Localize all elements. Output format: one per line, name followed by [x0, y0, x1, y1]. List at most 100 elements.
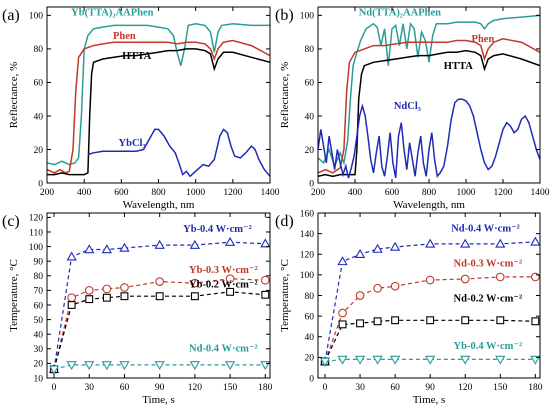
data-point	[495, 272, 505, 282]
y-tick-label: 60	[34, 79, 44, 89]
data-point	[260, 238, 270, 248]
data-point	[426, 316, 435, 325]
data-point	[66, 361, 77, 371]
data-point	[120, 283, 129, 292]
x-axis-title: Time, s	[413, 394, 446, 406]
panel-label: (c)	[2, 213, 20, 230]
plot-area	[318, 14, 540, 179]
series-line-2	[47, 39, 270, 174]
y-axis-title: Reflectance, %	[279, 62, 291, 129]
y-tick-label: 20	[305, 354, 315, 364]
data-point	[373, 283, 382, 293]
data-point	[154, 361, 165, 371]
data-point	[337, 256, 348, 266]
data-point	[338, 320, 347, 329]
y-tick-label: 0	[38, 179, 43, 189]
x-tick-label: 1000	[457, 188, 476, 198]
data-point	[356, 319, 365, 328]
x-tick-label: 30	[85, 383, 95, 393]
data-point	[355, 291, 365, 300]
x-tick-label: 800	[422, 188, 437, 198]
data-point	[389, 241, 401, 251]
series-label-2: Phen	[472, 34, 495, 45]
data-point	[84, 244, 95, 254]
data-point	[119, 361, 130, 371]
data-point	[225, 274, 235, 284]
data-point	[119, 242, 130, 252]
y-tick-label: 80	[34, 45, 44, 55]
series-label-3: Yb-0.2 W·cm⁻²	[189, 279, 258, 290]
x-tick-label: 180	[528, 383, 543, 393]
y-tick-label: 120	[29, 214, 44, 224]
x-tick-label: 400	[348, 188, 363, 198]
y-tick-label: 90	[34, 257, 44, 267]
data-point	[373, 317, 382, 326]
data-point	[155, 277, 165, 286]
x-tick-label: 0	[52, 383, 57, 393]
data-point	[189, 239, 201, 249]
plot-frame	[46, 212, 271, 379]
data-point	[224, 361, 236, 371]
data-point	[260, 361, 270, 371]
data-point	[530, 355, 540, 365]
y-axis-title: Temperature, °C	[279, 259, 291, 332]
x-tick-label: 800	[151, 188, 166, 198]
y-tick-label: 60	[34, 301, 44, 311]
data-point	[372, 243, 383, 253]
data-point	[102, 284, 112, 294]
data-point	[224, 236, 236, 246]
data-point	[48, 365, 60, 375]
data-point	[495, 238, 506, 248]
data-point	[85, 295, 94, 304]
data-point	[425, 355, 436, 365]
data-point	[189, 361, 201, 371]
data-point	[120, 292, 129, 301]
y-tick-label: 60	[305, 312, 315, 322]
x-tick-label: 1200	[223, 188, 242, 198]
y-tick-label: 20	[34, 146, 44, 156]
y-tick-label: 100	[29, 12, 44, 22]
y-tick-label: 0	[309, 179, 314, 189]
y-tick-label: 40	[34, 330, 44, 340]
x-tick-label: 600	[114, 188, 129, 198]
data-point	[190, 292, 199, 301]
data-point	[530, 236, 540, 246]
plot-area	[319, 236, 540, 367]
y-tick-label: 160	[300, 209, 315, 219]
data-point	[226, 287, 235, 296]
data-point	[102, 293, 111, 302]
series-label-1: Nd-0.4 W·cm⁻²	[451, 224, 520, 235]
y-tick-label: 60	[305, 79, 315, 89]
series-label-4: NdCl₃	[394, 101, 421, 112]
y-tick-label: 40	[34, 112, 44, 122]
data-point	[155, 292, 164, 301]
y-tick-label: 40	[305, 112, 315, 122]
y-tick-label: 110	[29, 228, 43, 238]
series-label-2: Phen	[113, 31, 136, 42]
y-tick-label: 0	[309, 374, 314, 384]
x-tick-label: 0	[323, 383, 328, 393]
y-tick-label: 140	[300, 230, 315, 240]
panel-label: (b)	[275, 7, 294, 24]
data-point	[354, 248, 366, 258]
data-point	[67, 301, 76, 309]
y-tick-label: 50	[34, 316, 44, 326]
x-tick-label: 60	[390, 383, 400, 393]
series-label-4: Nd-0.4 W·cm⁻²	[189, 344, 258, 355]
series-label-1: Nd(TTA)₂AAPhen	[359, 7, 441, 18]
x-tick-label: 90	[155, 383, 165, 393]
y-axis-title: Reflectance, %	[8, 62, 20, 129]
data-point	[84, 361, 95, 371]
data-point	[460, 355, 471, 365]
panel-label: (d)	[275, 213, 294, 230]
x-tick-label: 120	[188, 383, 203, 393]
y-tick-label: 70	[34, 287, 44, 297]
series-label-4: YbCl₃	[119, 138, 146, 149]
series-label-1: Yb(TTA)₂AAPhen	[71, 7, 153, 18]
x-tick-label: 180	[258, 383, 273, 393]
x-axis-title: Wavelength, nm	[393, 199, 465, 211]
series-line-3	[53, 291, 266, 370]
